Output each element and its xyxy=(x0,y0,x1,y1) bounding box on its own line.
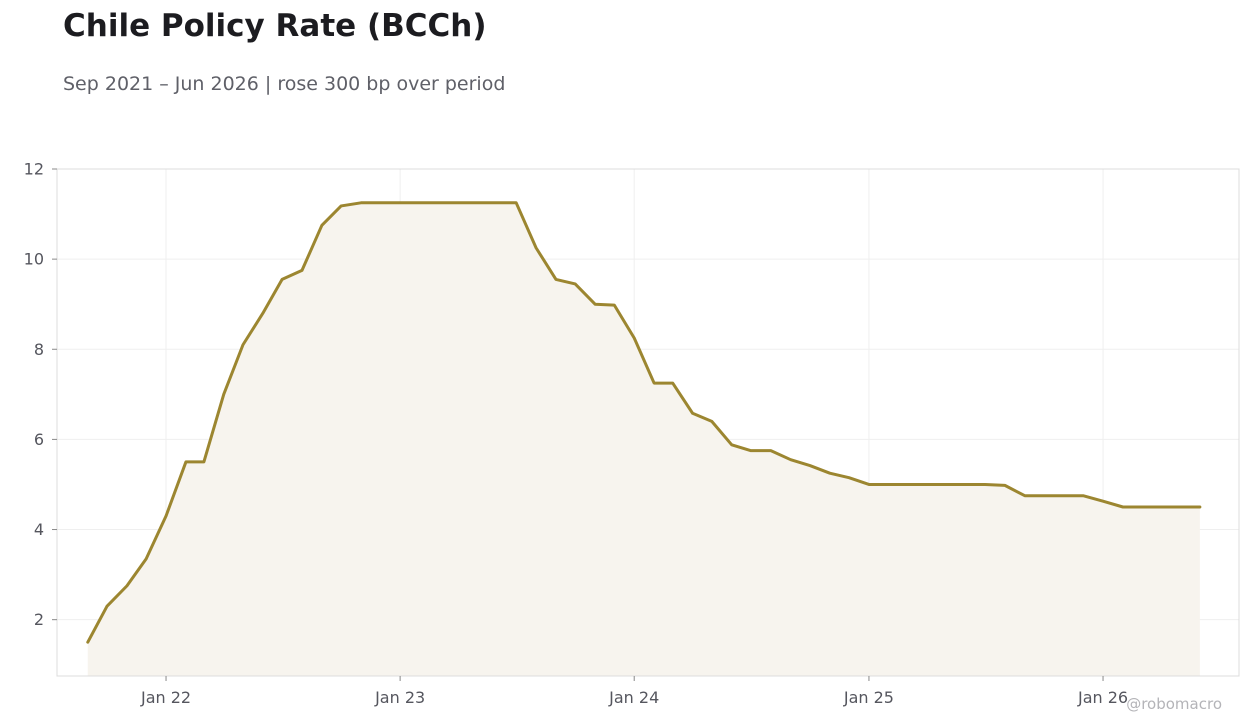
plot-frame xyxy=(56,168,1240,677)
x-axis-ticks: Jan 22 Jan 23 Jan 24 Jan 25 Jan 26 xyxy=(140,676,1128,707)
x-tick-label: Jan 24 xyxy=(608,688,659,707)
chart-subtitle: Sep 2021 – Jun 2026 | rose 300 bp over p… xyxy=(63,73,506,95)
x-tick-label: Jan 22 xyxy=(140,688,191,707)
y-tick-label: 8 xyxy=(34,340,44,359)
rate-line xyxy=(86,201,1202,644)
credit-watermark: @robomacro xyxy=(1126,695,1222,713)
chart-title: Chile Policy Rate (BCCh) xyxy=(63,8,487,44)
y-tick-label: 10 xyxy=(24,250,44,269)
y-axis-ticks: 2 4 6 8 10 12 xyxy=(24,160,57,629)
x-tick-label: Jan 25 xyxy=(843,688,894,707)
y-tick-label: 4 xyxy=(34,520,44,539)
y-tick-label: 12 xyxy=(24,160,44,179)
y-tick-label: 2 xyxy=(34,610,44,629)
x-tick-label: Jan 23 xyxy=(374,688,425,707)
rate-area-fill xyxy=(87,202,1200,677)
y-tick-label: 6 xyxy=(34,430,44,449)
x-tick-label: Jan 26 xyxy=(1077,688,1128,707)
